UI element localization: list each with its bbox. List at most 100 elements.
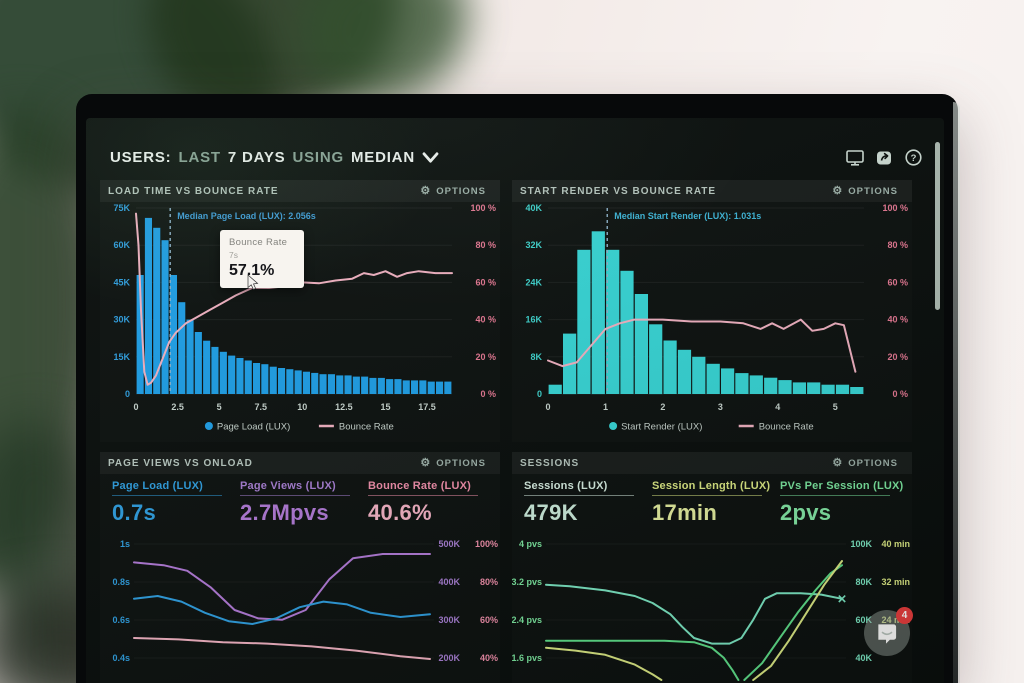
bar[interactable] — [327, 374, 335, 394]
bar[interactable] — [361, 376, 369, 394]
options-button[interactable]: ⚙ OPTIONS — [826, 457, 904, 470]
bar[interactable] — [302, 371, 310, 394]
bar[interactable] — [419, 380, 427, 394]
bar[interactable] — [386, 379, 394, 394]
options-label: OPTIONS — [436, 457, 486, 469]
bar[interactable] — [261, 364, 269, 394]
stat-value: 2pvs — [780, 500, 832, 525]
bar[interactable] — [244, 360, 252, 395]
chevron-down-icon — [422, 151, 439, 163]
y-axis-right-tick: 40% — [480, 653, 498, 663]
bar[interactable] — [269, 366, 277, 394]
y-axis-right-tick: 100 % — [470, 203, 496, 213]
options-button[interactable]: ⚙ OPTIONS — [826, 185, 904, 198]
bar[interactable] — [677, 349, 692, 394]
options-button[interactable]: ⚙ OPTIONS — [414, 457, 492, 470]
bar[interactable] — [278, 368, 286, 394]
bar[interactable] — [402, 380, 410, 394]
options-button[interactable]: ⚙ OPTIONS — [414, 185, 492, 198]
bar[interactable] — [548, 384, 562, 394]
bar[interactable] — [352, 376, 360, 394]
bar[interactable] — [427, 381, 435, 394]
bar[interactable] — [369, 377, 377, 394]
chat-widget-button[interactable]: 4 — [864, 607, 913, 656]
bar[interactable] — [577, 249, 591, 394]
bar[interactable] — [706, 363, 720, 394]
bar[interactable] — [253, 363, 261, 394]
bar[interactable] — [764, 377, 778, 394]
bar[interactable] — [178, 302, 186, 394]
help-icon[interactable]: ? — [905, 148, 922, 166]
bar[interactable] — [620, 270, 634, 394]
bar[interactable] — [203, 340, 211, 394]
y-axis-left-tick: 16K — [525, 315, 542, 325]
bar[interactable] — [444, 381, 452, 394]
stat: Page Load (LUX) 0.7s — [112, 480, 240, 536]
bar[interactable] — [634, 294, 648, 394]
bar[interactable] — [286, 369, 294, 394]
scrollbar[interactable] — [935, 142, 940, 310]
page-views-chart: 1s 0.8s 0.6s 0.4s 500K 100% 400K 80% 300K 60% 200K… — [100, 536, 500, 683]
bar[interactable] — [153, 227, 161, 394]
y-axis-left-tick: 3.2 pvs — [512, 577, 542, 587]
bar[interactable] — [194, 332, 202, 394]
start-render-chart: 40K 32K 24K 16K 8K 0 100 % 80 % 60 % 40 % 20 % 0 % M… — [512, 202, 912, 445]
bar[interactable] — [228, 355, 236, 394]
panel-title: PAGE VIEWS VS ONLOAD — [108, 457, 253, 469]
x-axis-tick: 7.5 — [254, 402, 267, 412]
y-axis-right-tick: 60 % — [887, 277, 908, 287]
bar[interactable] — [721, 368, 735, 394]
bar[interactable] — [792, 382, 806, 394]
bar[interactable] — [344, 375, 352, 394]
bar[interactable] — [649, 324, 663, 395]
bar[interactable] — [394, 379, 402, 394]
y-axis-right-tick: 100% — [475, 539, 498, 549]
start-render-vs-bounce-rate-svg: 40K 32K 24K 16K 8K 0 100 % 80 % 60 % 40 % 20 % 0 % M… — [525, 203, 908, 433]
bar[interactable] — [850, 387, 864, 394]
y-axis-right-tick: 400K — [438, 577, 460, 587]
bar[interactable] — [219, 351, 227, 394]
bar[interactable] — [161, 240, 169, 394]
stat-value: 479K — [524, 500, 578, 525]
bar[interactable] — [692, 356, 706, 394]
bar[interactable] — [211, 346, 219, 394]
gear-icon: ⚙ — [832, 456, 844, 469]
y-axis-right-tick: 80K — [855, 577, 872, 587]
bar[interactable] — [336, 375, 344, 394]
bar[interactable] — [411, 380, 419, 394]
y-axis-left-tick: 15K — [113, 352, 130, 362]
bar[interactable] — [236, 358, 244, 394]
bar[interactable] — [294, 370, 302, 394]
stat-underline — [112, 495, 222, 496]
x-axis-tick: 0 — [133, 402, 138, 412]
display-icon[interactable] — [846, 149, 864, 166]
bar[interactable] — [186, 319, 194, 394]
bar[interactable] — [319, 374, 327, 394]
stat-label: PVs Per Session (LUX) — [780, 480, 904, 492]
x-axis-tick: 1 — [603, 402, 608, 412]
bar[interactable] — [377, 377, 385, 394]
stat-label: Page Views (LUX) — [240, 480, 336, 492]
bar[interactable] — [735, 373, 749, 394]
users-range-dropdown[interactable]: USERS: LAST 7 DAYS USING MEDIAN — [104, 148, 445, 167]
y-axis-left-tick: 0.4s — [112, 653, 130, 663]
bar[interactable] — [663, 340, 677, 395]
stat-value: 2.7Mpvs — [240, 500, 329, 525]
stat: Session Length (LUX) 17min — [652, 480, 780, 536]
bar[interactable] — [144, 217, 152, 394]
bar[interactable] — [778, 380, 792, 394]
legend-dot — [609, 422, 618, 430]
bar[interactable] — [591, 231, 605, 395]
bar[interactable] — [835, 384, 850, 394]
bar[interactable] — [311, 372, 319, 394]
y-axis-left-tick: 0.6s — [112, 615, 130, 625]
share-icon[interactable] — [876, 149, 893, 166]
bar[interactable] — [749, 375, 763, 394]
y-axis-left-tick: 0 — [125, 389, 130, 399]
bar[interactable] — [136, 275, 144, 394]
bar[interactable] — [821, 384, 835, 394]
bar[interactable] — [807, 382, 821, 394]
laptop: USERS: LAST 7 DAYS USING MEDIAN ? — [76, 94, 960, 683]
bar[interactable] — [606, 249, 620, 394]
bar[interactable] — [436, 381, 444, 394]
